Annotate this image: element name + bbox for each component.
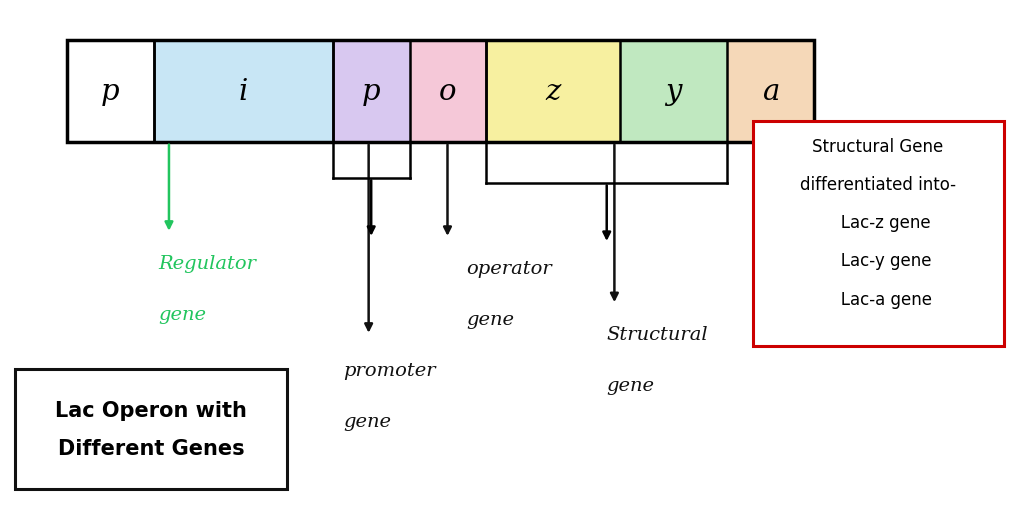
Bar <box>620 41 727 143</box>
Text: Lac-y gene: Lac-y gene <box>824 252 932 270</box>
Text: Structural: Structural <box>606 326 708 344</box>
Bar <box>67 41 154 143</box>
Text: p: p <box>361 78 381 105</box>
Bar <box>410 41 486 143</box>
Bar <box>333 41 410 143</box>
Text: a: a <box>762 78 779 105</box>
Text: Lac Operon with: Lac Operon with <box>55 400 247 420</box>
Text: promoter: promoter <box>343 361 435 379</box>
Bar <box>154 41 333 143</box>
Text: Lac-z gene: Lac-z gene <box>825 214 931 232</box>
Text: z: z <box>545 78 561 105</box>
Bar <box>753 122 1004 346</box>
Text: p: p <box>100 78 120 105</box>
Text: gene: gene <box>606 377 654 394</box>
Text: Lac-a gene: Lac-a gene <box>824 290 932 308</box>
Text: i: i <box>239 78 248 105</box>
Text: gene: gene <box>466 310 514 328</box>
Text: differentiated into-: differentiated into- <box>800 176 956 193</box>
Text: gene: gene <box>159 305 207 323</box>
Text: Regulator: Regulator <box>159 254 257 272</box>
Bar <box>15 369 287 489</box>
Text: operator: operator <box>466 260 552 277</box>
Bar <box>486 41 620 143</box>
Text: Structural Gene: Structural Gene <box>812 137 944 155</box>
Text: y: y <box>665 78 682 105</box>
Bar <box>727 41 814 143</box>
Bar <box>67 41 814 143</box>
Text: o: o <box>439 78 457 105</box>
Text: Different Genes: Different Genes <box>57 438 245 458</box>
Text: gene: gene <box>343 412 391 430</box>
